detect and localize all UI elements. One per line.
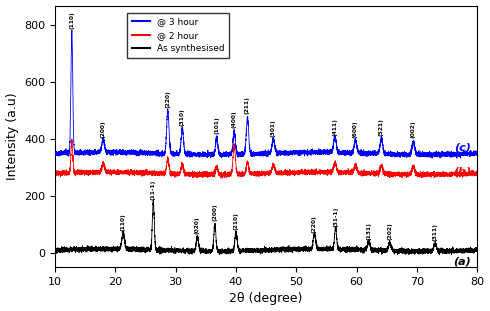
Text: (310): (310)	[180, 108, 185, 126]
Text: (200): (200)	[212, 204, 218, 221]
Text: (002): (002)	[411, 121, 416, 138]
Text: (400): (400)	[232, 111, 237, 128]
Text: (110): (110)	[70, 11, 74, 29]
Text: (301): (301)	[271, 119, 276, 137]
Text: (c): (c)	[454, 143, 471, 153]
Text: (020): (020)	[195, 216, 200, 234]
Text: (31-1): (31-1)	[333, 207, 338, 227]
Text: (101): (101)	[214, 116, 219, 134]
Text: (200): (200)	[101, 121, 106, 138]
Text: (b): (b)	[453, 167, 471, 177]
Text: (211): (211)	[245, 96, 250, 114]
Text: (210): (210)	[234, 212, 239, 230]
Text: (202): (202)	[388, 223, 392, 240]
Text: (131): (131)	[366, 222, 371, 240]
Text: (521): (521)	[379, 118, 384, 136]
Text: (11-1): (11-1)	[151, 180, 156, 200]
X-axis label: 2θ (degree): 2θ (degree)	[229, 292, 303, 305]
Legend: @ 3 hour, @ 2 hour, As synthesised: @ 3 hour, @ 2 hour, As synthesised	[127, 13, 229, 58]
Text: (220): (220)	[165, 91, 171, 109]
Text: (a): (a)	[454, 257, 471, 267]
Y-axis label: Intensity (a.u): Intensity (a.u)	[5, 93, 19, 180]
Text: (311): (311)	[433, 223, 438, 241]
Text: (110): (110)	[121, 214, 125, 231]
Text: (600): (600)	[353, 121, 358, 138]
Text: (220): (220)	[312, 215, 317, 233]
Text: (411): (411)	[332, 118, 338, 136]
